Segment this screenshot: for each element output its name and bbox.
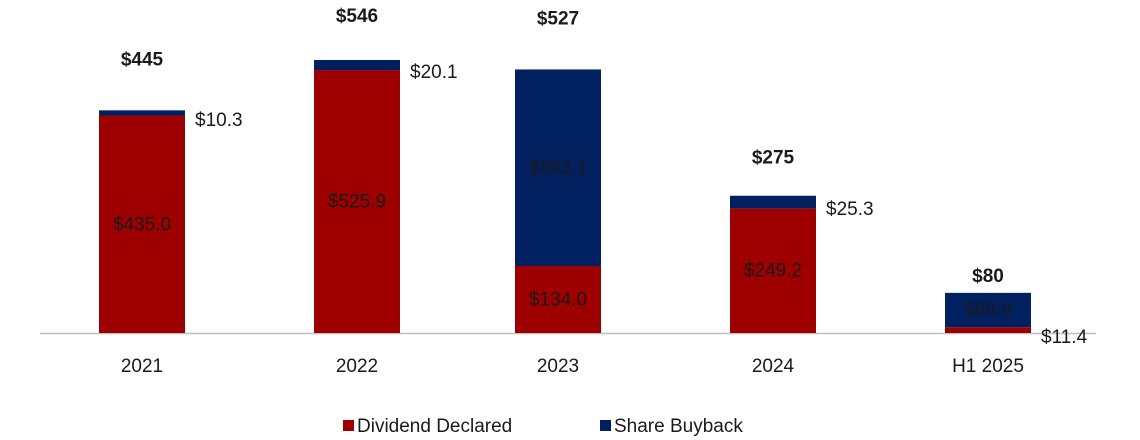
bar-segment bbox=[515, 69, 601, 266]
value-label: $249.2 bbox=[744, 261, 802, 282]
bar-segment bbox=[314, 70, 400, 334]
bar-segment bbox=[730, 195, 816, 209]
x-tick-label: 2024 bbox=[752, 356, 795, 377]
value-label: $10.3 bbox=[195, 110, 243, 131]
x-tick-label: 2023 bbox=[537, 356, 579, 377]
total-label: $546 bbox=[336, 6, 378, 27]
value-label: $525.9 bbox=[328, 192, 386, 213]
bar-segment bbox=[314, 60, 400, 71]
legend-swatch bbox=[343, 420, 354, 431]
total-label: $527 bbox=[537, 9, 579, 30]
value-label: $134.0 bbox=[529, 290, 587, 311]
legend-swatch bbox=[600, 420, 611, 431]
bar-segment bbox=[945, 327, 1031, 333]
bar-segment bbox=[99, 110, 185, 116]
legend-label: Dividend Declared bbox=[357, 416, 512, 437]
x-tick-label: 2021 bbox=[121, 356, 163, 377]
legend-label: Share Buyback bbox=[614, 416, 743, 437]
bar-segment bbox=[945, 292, 1031, 328]
x-tick-label: H1 2025 bbox=[952, 356, 1024, 377]
value-label: $20.1 bbox=[410, 62, 458, 83]
value-label: $11.4 bbox=[1041, 327, 1088, 348]
value-label: $68.9 bbox=[964, 300, 1012, 321]
value-label: $25.3 bbox=[826, 199, 874, 220]
bar-segment bbox=[730, 208, 816, 333]
value-label: $393.1 bbox=[529, 158, 587, 179]
total-label: $445 bbox=[121, 50, 164, 71]
x-tick-label: 2022 bbox=[336, 356, 378, 377]
total-label: $275 bbox=[752, 148, 795, 169]
bar-segment bbox=[99, 115, 185, 333]
bar-segment bbox=[515, 266, 601, 333]
value-label: $435.0 bbox=[113, 214, 171, 235]
total-label: $80 bbox=[972, 266, 1004, 287]
